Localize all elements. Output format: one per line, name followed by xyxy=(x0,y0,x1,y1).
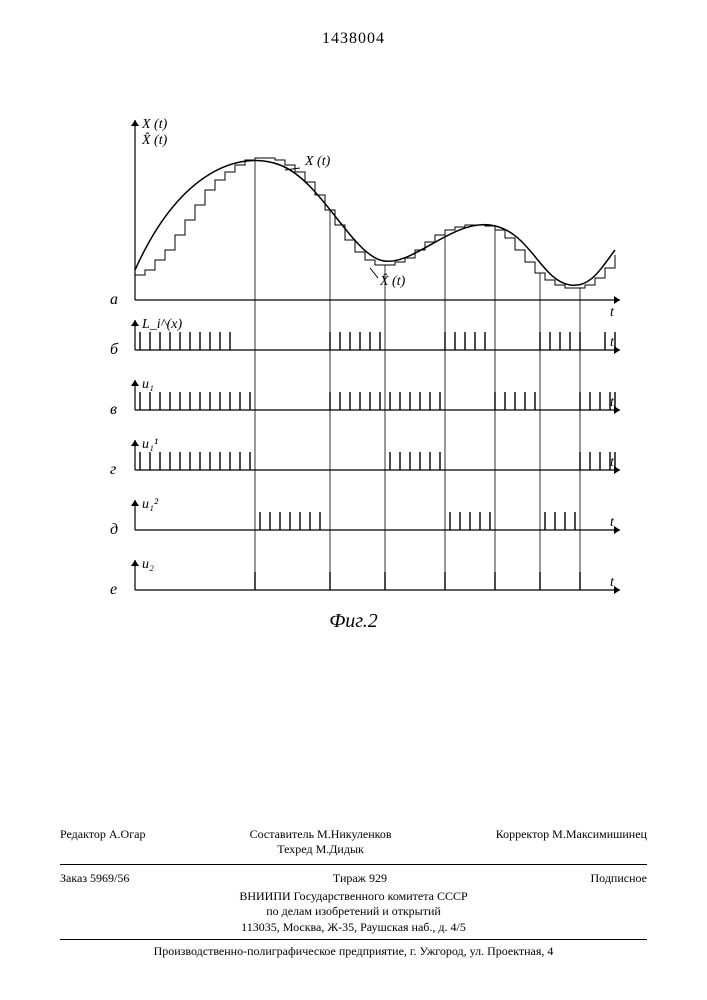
figure-2: X (t)X̂ (t)tаX (t)X̂ (t)бL_i^(x)tвu₁tгu₁… xyxy=(100,110,620,600)
svg-text:X̂ (t): X̂ (t) xyxy=(379,273,406,289)
divider-1 xyxy=(60,864,647,865)
editor-text: Редактор А.Огар xyxy=(60,827,145,858)
document-number: 1438004 xyxy=(0,30,707,48)
svg-text:е: е xyxy=(110,581,117,598)
svg-text:д: д xyxy=(110,521,118,538)
address-1: 113035, Москва, Ж-35, Раушская наб., д. … xyxy=(60,920,647,936)
svg-text:u₁²: u₁² xyxy=(142,497,159,512)
subscription: Подписное xyxy=(591,871,648,887)
svg-text:X (t): X (t) xyxy=(141,117,168,132)
address-2: Производственно-полиграфическое предприя… xyxy=(60,944,647,960)
svg-text:L_i^(x): L_i^(x) xyxy=(141,317,182,332)
compiler-text: Составитель М.Никуленков xyxy=(250,827,392,841)
svg-text:t: t xyxy=(610,305,615,320)
svg-text:г: г xyxy=(110,461,116,478)
techred-text: Техред М.Дидык xyxy=(277,842,364,856)
figure-caption: Фиг.2 xyxy=(0,610,707,633)
colophon-block: Редактор А.Огар Составитель М.Никуленков… xyxy=(60,825,647,960)
svg-text:X̂ (t): X̂ (t) xyxy=(141,132,168,148)
svg-text:б: б xyxy=(110,341,119,358)
svg-text:X (t): X (t) xyxy=(304,154,331,169)
svg-text:u₂: u₂ xyxy=(142,557,154,572)
svg-text:в: в xyxy=(110,401,117,418)
figure-svg: X (t)X̂ (t)tаX (t)X̂ (t)бL_i^(x)tвu₁tгu₁… xyxy=(100,110,620,600)
print-run: Тираж 929 xyxy=(333,871,387,887)
org-line-2: по делам изобретений и открытий xyxy=(60,904,647,920)
org-line-1: ВНИИПИ Государственного комитета СССР xyxy=(60,889,647,905)
svg-text:u₁¹: u₁¹ xyxy=(142,437,158,452)
corrector-text: Корректор М.Максимишинец xyxy=(496,827,647,858)
svg-text:а: а xyxy=(110,291,118,308)
order-number: Заказ 5969/56 xyxy=(60,871,129,887)
divider-2 xyxy=(60,939,647,940)
svg-text:u₁: u₁ xyxy=(142,377,154,392)
